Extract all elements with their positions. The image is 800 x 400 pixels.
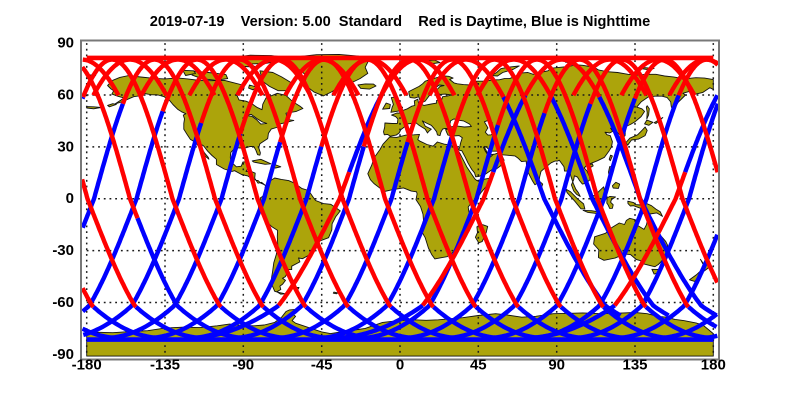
svg-text:2019-07-19 Version: 5.00 S: 2019-07-19 Version: 5.00 Standard Red is… (150, 14, 650, 30)
svg-text:90: 90 (548, 356, 565, 373)
svg-text:-90: -90 (52, 346, 74, 363)
svg-text:-180: -180 (72, 356, 102, 373)
svg-text:60: 60 (57, 87, 74, 104)
svg-text:180: 180 (701, 356, 726, 373)
svg-text:-60: -60 (52, 294, 74, 311)
svg-text:0: 0 (396, 356, 404, 373)
svg-text:135: 135 (622, 356, 647, 373)
svg-text:-30: -30 (52, 242, 74, 259)
svg-text:90: 90 (57, 35, 74, 52)
svg-text:-45: -45 (311, 356, 333, 373)
svg-text:0: 0 (66, 190, 74, 207)
svg-text:30: 30 (57, 138, 74, 155)
svg-text:45: 45 (470, 356, 487, 373)
svg-text:-135: -135 (150, 356, 180, 373)
svg-text:-90: -90 (232, 356, 254, 373)
